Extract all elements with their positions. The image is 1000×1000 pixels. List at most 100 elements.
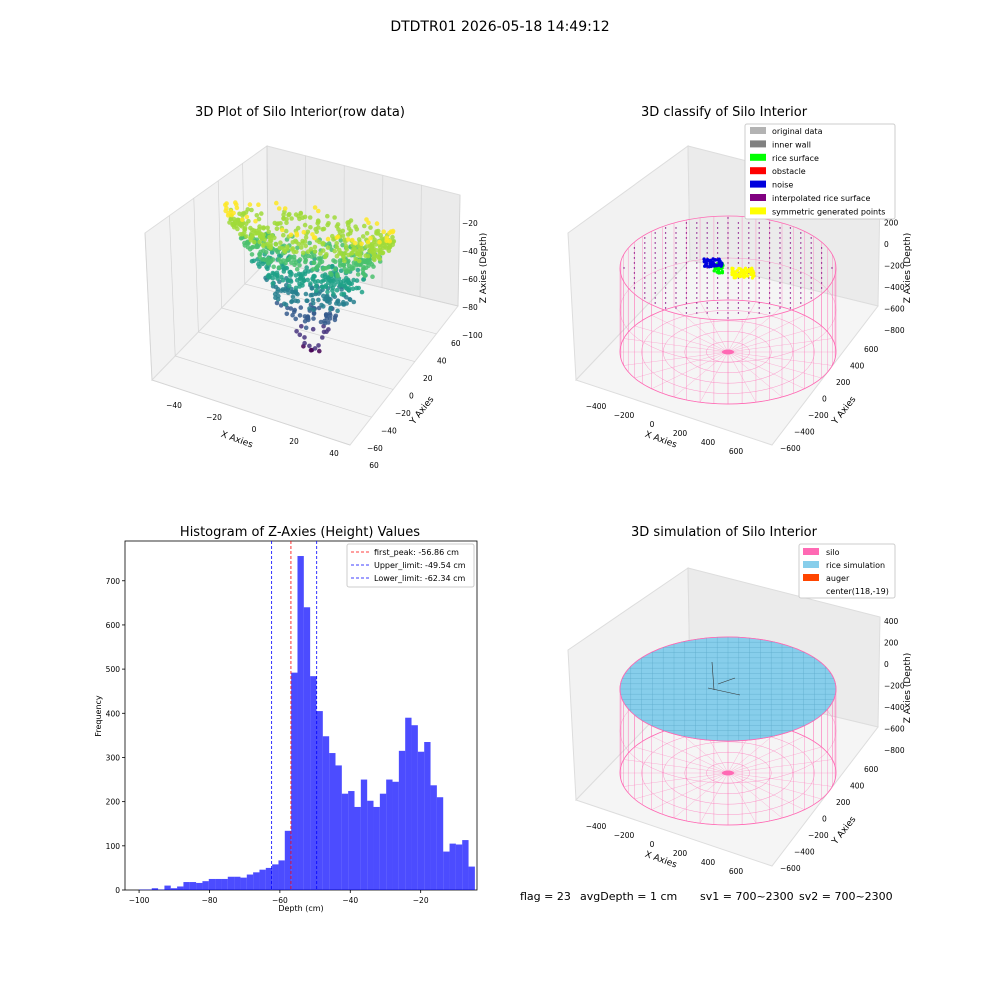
interpolated-point (727, 307, 729, 309)
raw-point (266, 229, 272, 235)
interpolated-point (748, 262, 750, 264)
interpolated-point (779, 257, 781, 259)
interpolated-point (737, 307, 740, 309)
interpolated-point (664, 287, 667, 289)
interpolated-point (716, 282, 719, 284)
interpolated-point (716, 242, 719, 244)
raw-point (321, 304, 326, 309)
histogram-bar (202, 881, 209, 890)
histogram-bar (253, 872, 260, 890)
raw-point (264, 241, 270, 247)
raw-point (276, 257, 282, 262)
classify-ztick-label: −600 (884, 305, 905, 314)
silo-floor-spoke (634, 325, 729, 353)
interpolated-point (633, 247, 636, 249)
interpolated-point (779, 237, 781, 239)
noise-point (714, 263, 719, 268)
interpolated-point (779, 232, 781, 234)
interpolated-point (810, 237, 812, 239)
raw-point (287, 283, 292, 289)
raw-point (237, 211, 242, 217)
raw-point (257, 224, 262, 229)
raw-point (284, 217, 289, 222)
interpolated-point (768, 297, 771, 299)
raw-point (346, 266, 352, 272)
raw-point (362, 273, 368, 279)
classify-3d-ylabel: Y Axies (830, 395, 859, 428)
histogram-bar (265, 867, 273, 890)
raw-point (310, 326, 316, 332)
raw-point (377, 239, 382, 245)
raw-point (321, 226, 327, 232)
symmetric-point (744, 271, 748, 275)
silo-floor-spoke (699, 772, 729, 824)
raw-point (332, 248, 338, 254)
interpolated-point (644, 287, 646, 289)
raw-point (310, 232, 315, 237)
interpolated-point (779, 297, 781, 299)
raw-point (288, 232, 294, 238)
interpolated-point (800, 287, 802, 289)
interpolated-point (789, 267, 792, 269)
interpolated-point (789, 307, 792, 309)
raw-point (365, 239, 371, 245)
raw-point (370, 274, 375, 280)
simulation-legend-label: center(118,-19) (826, 587, 889, 596)
raw-point (312, 235, 318, 240)
interpolated-point (685, 277, 688, 279)
simulation-xtick-label: 400 (701, 858, 716, 867)
raw-point (368, 235, 373, 241)
rice-surface-point (717, 271, 721, 275)
raw-point (257, 239, 263, 245)
histogram-bar (373, 806, 380, 890)
interpolated-point (727, 312, 729, 314)
interpolated-point (706, 222, 708, 224)
interpolated-point (696, 307, 698, 309)
raw-point (290, 312, 295, 318)
simulation-ztick-label: −600 (884, 725, 905, 734)
raw-point (312, 205, 318, 210)
histogram-bar (221, 878, 228, 890)
histogram-ytick-label: 300 (106, 753, 121, 762)
interpolated-point (685, 292, 688, 294)
raw-point (268, 259, 274, 264)
interpolated-point (696, 267, 698, 269)
raw-point (294, 329, 299, 334)
raw-point (277, 253, 282, 258)
raw-point (249, 207, 254, 213)
interpolated-point (758, 242, 760, 244)
status-footer: flag = 23 avgDepth = 1 cm sv1 = 700~2300… (520, 890, 893, 903)
classify-xtick-label: 400 (701, 438, 716, 447)
raw-point (271, 271, 276, 277)
raw-point (310, 297, 316, 303)
histogram-bar (436, 797, 444, 890)
histogram-bar (335, 765, 342, 890)
silo-floor-spoke (623, 772, 729, 787)
panel-classify-3d-title: 3D classify of Silo Interior (641, 105, 808, 120)
histogram-xtick-label: −100 (129, 896, 150, 905)
raw-point (291, 254, 297, 259)
histogram-bar (234, 876, 241, 890)
panel-raw-3d: 3D Plot of Silo Interior(row data) −40 −2… (144, 105, 489, 470)
interpolated-point (789, 282, 792, 284)
raw-point (251, 258, 257, 264)
raw-point (307, 215, 313, 220)
interpolated-point (654, 257, 656, 259)
raw-point (365, 253, 371, 259)
interpolated-point (768, 267, 771, 269)
simulation-ytick-label: 600 (864, 765, 879, 774)
raw-point (287, 211, 292, 217)
classify-3d-zlabel: Z Axies (Depth) (903, 233, 913, 304)
interpolated-point (800, 282, 802, 284)
raw-point (311, 307, 317, 313)
silo-floor-spoke (727, 351, 757, 403)
raw-point (335, 308, 340, 314)
interpolated-point (768, 222, 771, 224)
raw-point (280, 246, 286, 251)
interpolated-point (820, 272, 823, 274)
raw-point (327, 300, 332, 306)
simulation-silo-wireframe (619, 636, 837, 826)
silo-floor-spoke (699, 301, 729, 353)
histogram-ytick-label: 700 (106, 577, 121, 586)
histogram-bar (278, 860, 285, 890)
